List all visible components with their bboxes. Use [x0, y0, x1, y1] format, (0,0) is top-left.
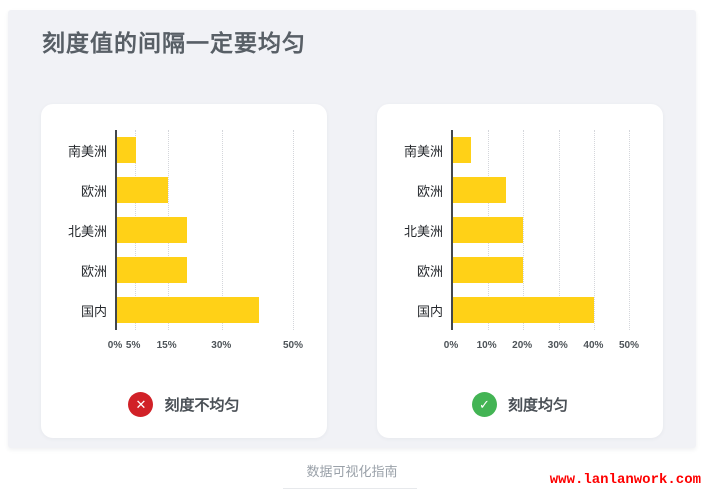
check-circle-icon: ✓ [471, 392, 497, 417]
chart-row: 南美洲 [404, 130, 629, 170]
x-axis-ticks-uniform: 0% 10% 20% 30% 40% 50% [444, 340, 639, 356]
bar [453, 137, 471, 163]
badge-label-error: 刻度不均匀 [164, 397, 240, 414]
category-label: 欧洲 [80, 183, 107, 199]
chart-row: 国内 [81, 290, 293, 330]
bar-chart-nonuniform: 南美洲 欧洲 北美洲 欧洲 国内 0% 5% 15% 30% 50% [41, 130, 327, 356]
category-label: 南美洲 [67, 143, 107, 159]
status-badge-success: ✓ 刻度均匀 [377, 392, 663, 417]
x-tick-label: 30% [547, 340, 568, 351]
status-badge-error: ✕ 刻度不均匀 [41, 392, 327, 417]
category-label: 北美洲 [403, 223, 443, 239]
gridline [523, 130, 525, 330]
x-tick-label: 0% [107, 340, 123, 351]
category-label: 南美洲 [403, 143, 443, 159]
x-tick-label: 10% [476, 340, 497, 351]
content-panel: 刻度值的间隔一定要均匀 南美洲 欧洲 北美洲 欧洲 国内 0% 5% 15% 30% 50% ✕… [8, 10, 696, 448]
chart-row: 欧洲 [81, 170, 293, 210]
bar [453, 177, 506, 203]
x-tick-label: 30% [211, 340, 232, 351]
x-tick-label: 5% [125, 340, 141, 351]
gridline [293, 130, 294, 330]
category-label: 国内 [416, 303, 443, 319]
footer-caption: 数据可视化指南 [306, 464, 398, 479]
gridline [222, 130, 224, 330]
x-tick-label: 50% [618, 340, 640, 351]
bar [453, 257, 524, 283]
bar [117, 297, 260, 323]
category-label: 欧洲 [416, 183, 443, 199]
chart-row: 欧洲 [417, 250, 629, 290]
footer-divider [283, 488, 417, 489]
bar [117, 137, 136, 163]
chart-card-uniform: 南美洲 欧洲 北美洲 欧洲 国内 0% 10% 20% 30% 40% 50% ✓ 刻度均匀 [377, 104, 663, 438]
page-title: 刻度值的间隔一定要均匀 [42, 30, 306, 56]
chart-row: 南美洲 [68, 130, 293, 170]
x-tick-label: 50% [282, 340, 304, 351]
category-label: 北美洲 [67, 223, 107, 239]
chart-row: 北美洲 [404, 210, 629, 250]
gridline [558, 130, 560, 330]
chart-row: 国内 [417, 290, 629, 330]
x-tick-label: 15% [156, 340, 177, 351]
x-axis-ticks-nonuniform: 0% 5% 15% 30% 50% [108, 340, 303, 356]
category-label: 国内 [80, 303, 107, 319]
bar [453, 217, 524, 243]
watermark-url: www.lanlanwork.com [549, 472, 701, 488]
chart-row: 欧洲 [417, 170, 629, 210]
gridline [629, 130, 630, 330]
bar-chart-uniform: 南美洲 欧洲 北美洲 欧洲 国内 0% 10% 20% 30% 40% 50% [377, 130, 663, 356]
badge-label-success: 刻度均匀 [507, 397, 568, 414]
cards-row: 南美洲 欧洲 北美洲 欧洲 国内 0% 5% 15% 30% 50% ✕ 刻度不均匀 南美洲 欧洲… [8, 104, 696, 438]
gridline [593, 130, 595, 330]
chart-card-nonuniform: 南美洲 欧洲 北美洲 欧洲 国内 0% 5% 15% 30% 50% ✕ 刻度不均匀 [41, 104, 327, 438]
bar [117, 217, 188, 243]
chart-row: 欧洲 [81, 250, 293, 290]
plot-area-uniform: 南美洲 欧洲 北美洲 欧洲 国内 [404, 130, 630, 330]
category-label: 欧洲 [416, 263, 443, 279]
bar [453, 297, 594, 323]
x-tick-label: 40% [583, 340, 604, 351]
bar [117, 257, 188, 283]
x-tick-label: 0% [443, 340, 459, 351]
x-tick-label: 20% [512, 340, 533, 351]
chart-row: 北美洲 [68, 210, 293, 250]
bar [117, 177, 169, 203]
plot-area-nonuniform: 南美洲 欧洲 北美洲 欧洲 国内 [68, 130, 294, 330]
category-label: 欧洲 [80, 263, 107, 279]
x-circle-icon: ✕ [128, 392, 154, 417]
